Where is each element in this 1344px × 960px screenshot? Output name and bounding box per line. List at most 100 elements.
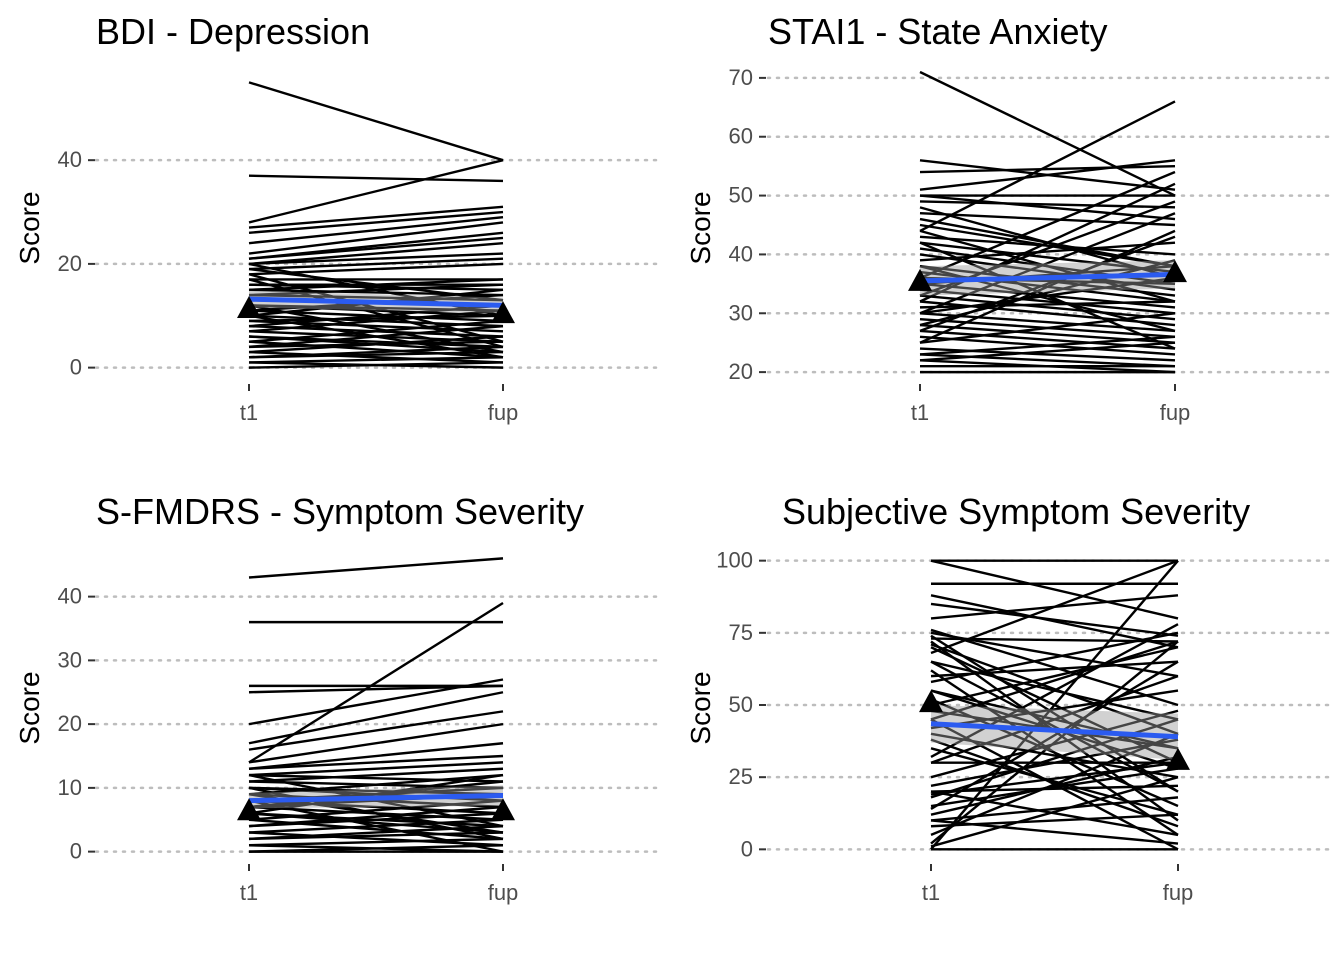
subject-line — [930, 602, 1179, 637]
subject-line — [248, 799, 504, 821]
y-tick-label: 60 — [729, 124, 753, 149]
subject-line — [248, 236, 504, 260]
subject-line — [930, 594, 1179, 649]
y-tick-label: 100 — [716, 548, 753, 573]
subject-line — [930, 755, 1179, 816]
subject-line — [930, 640, 1179, 845]
subject-line — [248, 241, 504, 266]
subject-line — [248, 210, 504, 234]
subject-line — [919, 335, 1176, 356]
subject-line — [248, 278, 504, 349]
x-tick-label-t1: t1 — [922, 880, 940, 905]
y-tick-label: 70 — [729, 65, 753, 90]
subject-line — [919, 312, 1176, 344]
y-tick-label: 20 — [729, 359, 753, 384]
subject-line — [248, 361, 504, 369]
y-tick-label: 0 — [70, 839, 82, 864]
y-tick-label: 50 — [729, 183, 753, 208]
subject-line — [248, 304, 504, 354]
subject-line — [919, 235, 1176, 333]
y-axis-label: Score — [14, 671, 45, 744]
subject-line — [919, 288, 1176, 315]
subject-line — [248, 356, 504, 364]
panel-bdi-depression: BDI - Depression Score t1 fup 0 20 40 — [14, 11, 658, 425]
subject-line — [919, 194, 1176, 221]
subject-line — [248, 805, 504, 828]
subject-lines — [248, 557, 504, 853]
y-tick-label: 30 — [58, 647, 82, 672]
mean-marker-fup — [1166, 747, 1190, 770]
panel-title: STAI1 - State Anxiety — [768, 11, 1108, 52]
subject-line — [930, 776, 1179, 848]
subject-line — [248, 799, 504, 853]
subject-line — [248, 309, 504, 333]
mean-marker-t1 — [908, 268, 932, 291]
subject-line — [919, 212, 1176, 227]
y-axis-label: Score — [685, 671, 716, 744]
subject-line — [919, 229, 1176, 303]
mean-marker-t1 — [237, 295, 261, 318]
mean-marker-fup — [491, 301, 515, 324]
subject-line — [248, 319, 504, 343]
subject-line — [930, 559, 1179, 655]
x-tick-label-fup: fup — [1160, 400, 1191, 425]
trend-line — [930, 721, 1179, 740]
subject-line — [248, 350, 504, 364]
subject-line — [930, 640, 1179, 721]
subject-line — [919, 241, 1176, 262]
trend-line — [919, 271, 1176, 284]
x-tick-label-fup: fup — [1163, 880, 1194, 905]
subject-line — [919, 265, 1176, 333]
subject-line — [930, 689, 1179, 730]
subject-line — [248, 314, 504, 359]
subject-line — [248, 205, 504, 229]
panel-title: Subjective Symptom Severity — [782, 491, 1250, 532]
subject-line — [248, 767, 504, 783]
subject-line — [919, 229, 1176, 344]
x-tick-label-t1: t1 — [240, 880, 258, 905]
subject-line — [919, 241, 1176, 350]
x-tick-label-t1: t1 — [240, 400, 258, 425]
y-tick-label: 0 — [70, 355, 82, 380]
mean-marker-fup — [1163, 260, 1187, 283]
subject-line — [930, 646, 1179, 707]
subject-line — [930, 660, 1179, 810]
subject-line — [248, 314, 504, 323]
panel-subjective-symptom-severity: Subjective Symptom Severity Score t1 fup… — [685, 491, 1330, 905]
subject-line — [248, 773, 504, 796]
subject-line — [919, 164, 1176, 174]
subject-line — [919, 70, 1176, 197]
subject-line — [919, 341, 1176, 362]
subject-line — [919, 353, 1176, 368]
subject-line — [930, 660, 1179, 793]
y-tick-label: 50 — [729, 692, 753, 717]
subject-line — [248, 257, 504, 271]
y-tick-label: 10 — [58, 775, 82, 800]
subject-line — [248, 601, 504, 764]
subject-line — [930, 623, 1179, 759]
y-axis-label: Score — [685, 191, 716, 264]
y-axis-label: Score — [14, 191, 45, 264]
y-tick-label: 40 — [58, 584, 82, 609]
y-tick-label: 25 — [729, 764, 753, 789]
subject-line — [248, 174, 504, 183]
subject-line — [248, 221, 504, 255]
subject-line — [930, 813, 1179, 828]
panel-s-fmdrs-symptom-severity: S-FMDRS - Symptom Severity Score t1 fup … — [14, 491, 658, 905]
subject-line — [248, 773, 504, 828]
mean-marker-t1 — [919, 690, 943, 713]
subject-line — [919, 159, 1176, 191]
x-tick-label-fup: fup — [488, 880, 519, 905]
y-tick-label: 0 — [741, 836, 753, 861]
subject-line — [248, 722, 504, 764]
subject-lines — [919, 70, 1176, 374]
trend-line — [248, 793, 504, 804]
gridlines — [766, 559, 1330, 851]
subject-line — [248, 831, 504, 841]
subject-line — [248, 557, 504, 579]
subject-line — [248, 837, 504, 847]
subject-line — [248, 293, 504, 302]
x-tick-label-t1: t1 — [911, 400, 929, 425]
subject-line — [248, 678, 504, 726]
